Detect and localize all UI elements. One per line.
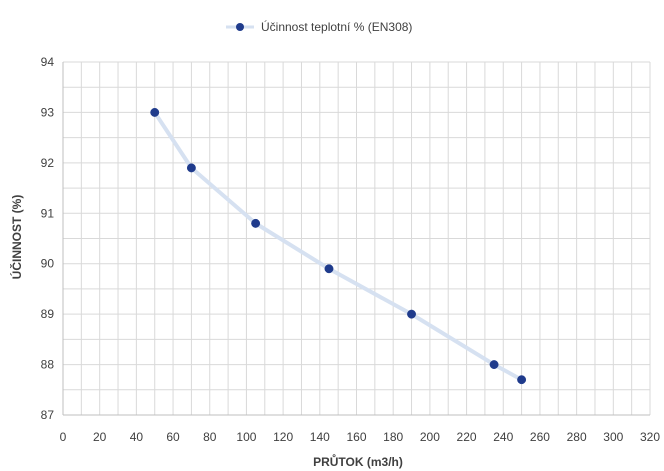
data-point (251, 218, 261, 228)
data-point (324, 264, 334, 274)
y-tick-label: 91 (41, 206, 55, 220)
y-tick-labels: 87 88 89 90 91 92 93 94 (41, 55, 55, 422)
y-tick-label: 88 (41, 358, 55, 372)
y-tick-label: 94 (41, 55, 55, 69)
x-tick-label: 20 (93, 430, 107, 444)
grid-lines (62, 61, 651, 416)
y-tick-label: 93 (41, 105, 55, 119)
x-tick-label: 180 (383, 430, 403, 444)
y-axis-title: ÚČINNOST (%) (9, 195, 24, 280)
x-tick-labels: 0 20 40 60 80 100 120 140 160 180 200 220 240 260 280 3… (60, 430, 661, 444)
x-tick-label: 300 (603, 430, 623, 444)
x-tick-label: 140 (310, 430, 330, 444)
series (150, 107, 527, 385)
x-tick-label: 160 (346, 430, 366, 444)
legend-marker-swatch (236, 23, 244, 31)
x-tick-label: 120 (273, 430, 293, 444)
legend-label: Účinnost teplotní % (EN308) (261, 19, 412, 34)
data-point (517, 375, 527, 385)
x-tick-label: 240 (493, 430, 513, 444)
legend: Účinnost teplotní % (EN308) (226, 19, 412, 34)
x-tick-label: 260 (530, 430, 550, 444)
data-point (407, 309, 416, 319)
x-tick-label: 200 (420, 430, 440, 444)
x-tick-label: 320 (640, 430, 660, 444)
x-tick-label: 100 (236, 430, 256, 444)
data-point (150, 107, 160, 117)
y-tick-label: 87 (41, 408, 55, 422)
x-tick-label: 60 (166, 430, 180, 444)
y-tick-label: 92 (41, 156, 55, 170)
data-point (186, 163, 196, 173)
x-tick-label: 80 (203, 430, 217, 444)
x-tick-label: 280 (567, 430, 587, 444)
data-point (489, 360, 499, 370)
y-tick-label: 89 (41, 307, 55, 321)
axes (62, 62, 650, 416)
x-tick-label: 40 (130, 430, 144, 444)
x-axis-title: PRŮTOK (m3/h) (313, 453, 403, 469)
y-tick-label: 90 (41, 257, 55, 271)
x-tick-label: 0 (60, 430, 67, 444)
x-tick-label: 220 (457, 430, 477, 444)
